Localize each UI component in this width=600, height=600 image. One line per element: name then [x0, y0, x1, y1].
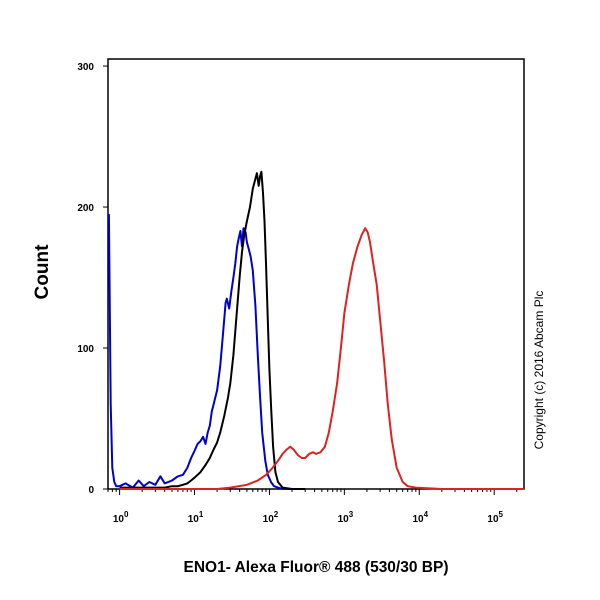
x-tick-label: 102: [263, 510, 279, 525]
x-tick-label: 105: [487, 510, 503, 525]
y-tick-label: 300: [77, 62, 94, 73]
y-axis-title: Count: [32, 244, 53, 300]
x-tick-label: 101: [188, 510, 204, 525]
y-axis-ticks: 0 100 200 300: [77, 62, 108, 496]
x-axis-title: ENO1- Alexa Fluor® 488 (530/30 BP): [184, 559, 449, 576]
series-line-2: [119, 170, 306, 490]
plot-frame: [107, 58, 525, 490]
series-lines: [107, 170, 524, 490]
x-tick-label: 104: [412, 510, 428, 525]
y-tick-label: 200: [77, 203, 94, 214]
y-tick-label: 100: [77, 344, 94, 355]
series-line-3: [119, 227, 524, 490]
x-tick-label: 100: [113, 510, 129, 525]
copyright-annotation: Copyright (c) 2016 Abcam Plc: [532, 291, 546, 450]
x-tick-label: 103: [338, 510, 354, 525]
y-tick-label: 0: [88, 485, 94, 496]
x-axis-ticks: 100 101 102 103 104 105: [107, 489, 518, 525]
series-line-1: [107, 214, 306, 490]
